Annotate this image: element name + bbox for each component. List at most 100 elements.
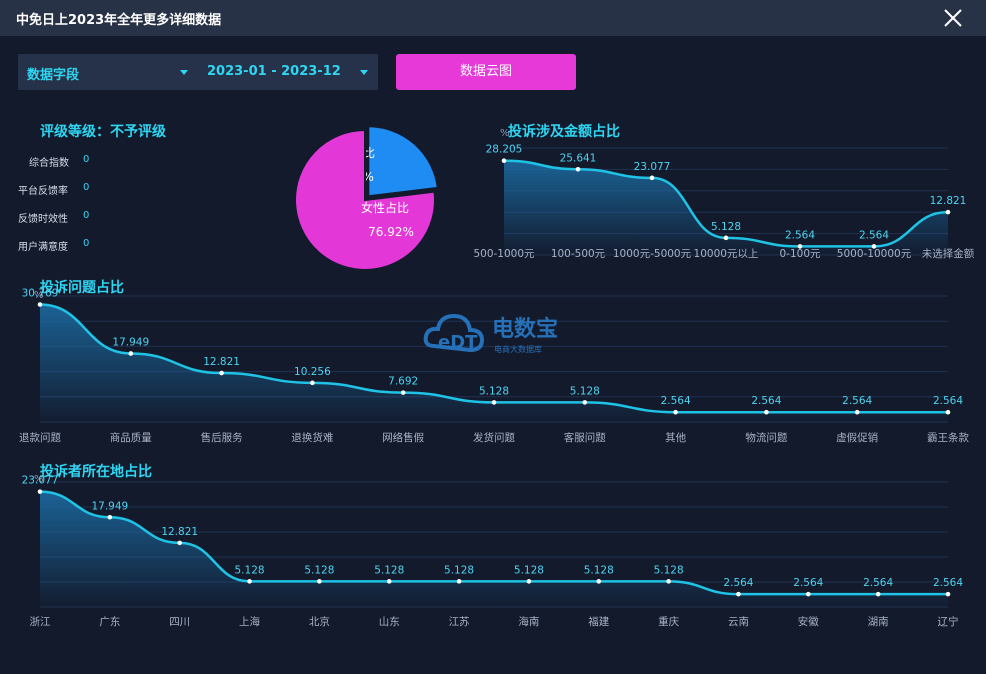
x-tick-label: 广东	[99, 615, 120, 628]
data-label: 2.564	[751, 395, 781, 407]
data-point	[945, 591, 951, 597]
rating-title: 评级等级：不予评级	[40, 124, 166, 140]
data-point	[764, 409, 769, 415]
issue-chart-title: 投诉问题占比	[40, 280, 124, 296]
watermark-brand: 电数宝	[492, 316, 558, 342]
data-point	[501, 158, 507, 163]
data-label: 2.564	[723, 577, 753, 589]
data-label: 10.256	[294, 366, 331, 378]
x-tick-label: 退换货难	[291, 431, 333, 444]
title-bar: 中免日上2023年全年更多详细数据	[0, 0, 986, 36]
x-tick-label: 重庆	[658, 615, 679, 628]
data-point	[526, 579, 532, 584]
watermark-subtitle: 电商大数据库	[494, 344, 542, 354]
data-label: 5.128	[235, 564, 265, 576]
data-point	[219, 370, 224, 376]
data-label: 12.821	[930, 195, 967, 207]
data-label: 5.128	[444, 564, 474, 576]
x-tick-label: 售后服务	[201, 431, 243, 444]
x-tick-label: 上海	[239, 615, 260, 628]
date-range-select[interactable]: 2023-01 - 2023-12	[198, 54, 378, 90]
pie-slice	[367, 125, 439, 198]
data-point	[128, 351, 134, 356]
x-tick-label: 江苏	[449, 615, 470, 628]
data-label: 17.949	[112, 336, 149, 348]
data-label: 12.821	[161, 526, 198, 538]
x-tick-label: 0-100元	[779, 248, 821, 260]
data-point	[491, 400, 497, 405]
x-tick-label: 商品质量	[110, 431, 152, 444]
data-label: 2.564	[863, 577, 893, 589]
x-tick-label: 其他	[665, 431, 686, 444]
data-label: 2.564	[661, 395, 691, 407]
data-label: 25.641	[560, 152, 597, 164]
data-point	[736, 591, 741, 597]
data-field-label: 数据字段	[27, 68, 80, 83]
data-label: 5.128	[479, 385, 509, 397]
x-tick-label: 海南	[518, 615, 539, 628]
data-label: 5.128	[654, 564, 684, 576]
metric-label: 平台反馈率	[18, 186, 68, 197]
data-label: 2.564	[933, 395, 963, 407]
data-point	[945, 209, 951, 215]
window-title: 中免日上2023年全年更多详细数据	[16, 13, 222, 28]
area-fill	[504, 160, 948, 255]
x-tick-label: 湖南	[868, 615, 889, 628]
data-point	[806, 591, 811, 597]
x-tick-label: 四川	[169, 616, 190, 628]
area-fill	[40, 491, 948, 607]
data-point	[456, 579, 462, 584]
data-label: 5.128	[584, 564, 614, 576]
x-tick-label: 北京	[309, 615, 330, 628]
pie-slice	[294, 128, 436, 271]
x-tick-label: 未选择金额	[922, 247, 975, 260]
data-label: 5.128	[304, 564, 334, 576]
data-label: 2.564	[859, 229, 889, 241]
x-tick-label: 云南	[728, 615, 749, 628]
metric-label: 综合指数	[29, 158, 69, 169]
data-point	[673, 409, 678, 415]
metric-value: 0	[83, 154, 90, 165]
data-point	[875, 591, 881, 597]
data-label: 2.564	[933, 577, 963, 589]
x-tick-label: 山东	[379, 615, 400, 628]
data-point	[666, 579, 671, 584]
metric-label: 用户满意度	[18, 242, 68, 253]
data-label: 2.564	[793, 577, 823, 589]
x-tick-label: 虚假促销	[836, 431, 878, 444]
data-label: 5.128	[514, 564, 544, 576]
x-tick-label: 5000-10000元	[837, 248, 912, 260]
series-line	[503, 159, 949, 248]
data-point	[797, 244, 803, 249]
data-point	[575, 166, 581, 172]
x-tick-label: 物流问题	[745, 431, 787, 444]
data-point	[37, 302, 43, 307]
data-field-select[interactable]: 数据字段	[18, 54, 198, 90]
x-tick-label: 客服问题	[564, 431, 606, 444]
data-label: 12.821	[203, 356, 240, 368]
chevron-down-icon	[180, 70, 188, 75]
x-tick-label: 浙江	[30, 616, 51, 628]
data-label: 17.949	[91, 500, 128, 512]
data-label: 2.564	[785, 229, 815, 241]
data-point	[317, 579, 322, 584]
data-point	[582, 400, 588, 405]
data-cloud-button[interactable]: 数据云图	[396, 54, 576, 90]
x-tick-label: 霸王条款	[927, 431, 969, 444]
data-point	[386, 579, 392, 584]
x-tick-label: 发货问题	[473, 431, 515, 444]
data-point	[177, 540, 182, 546]
close-icon[interactable]	[936, 2, 970, 34]
x-tick-label: 100-500元	[551, 248, 606, 260]
data-point	[723, 235, 729, 241]
metric-value: 0	[83, 210, 90, 221]
x-tick-label: 网络售假	[382, 431, 424, 444]
pie-slice-value: 76.92%	[368, 225, 414, 239]
pie-slice-label: 女性占比	[361, 200, 409, 215]
data-label: 28.205	[486, 144, 523, 156]
data-point	[310, 380, 315, 386]
chevron-down-icon	[360, 70, 368, 75]
watermark-logo-text: eDT	[438, 332, 478, 353]
data-point	[596, 579, 602, 584]
